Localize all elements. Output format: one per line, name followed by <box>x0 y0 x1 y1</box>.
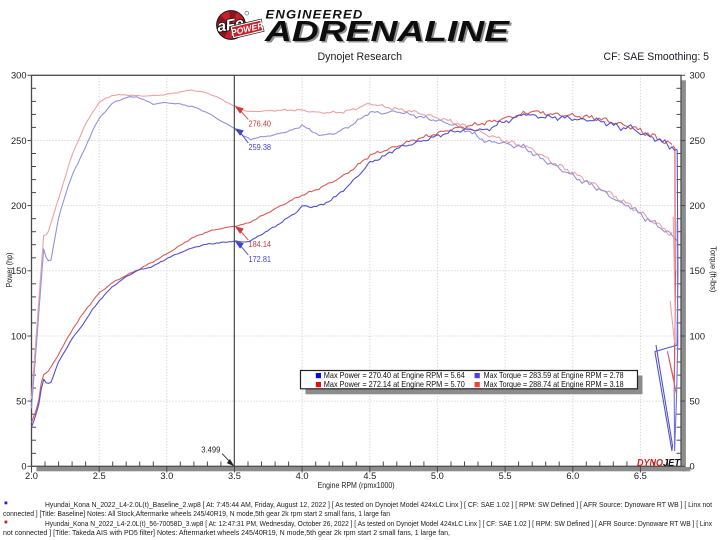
svg-text:6.0: 6.0 <box>566 471 579 481</box>
svg-text:50: 50 <box>16 396 26 406</box>
svg-text:2.0: 2.0 <box>25 471 38 481</box>
svg-text:5.0: 5.0 <box>431 471 444 481</box>
svg-text:Max Torque = 288.74 at Engine: Max Torque = 288.74 at Engine RPM = 3.18 <box>484 380 624 389</box>
svg-text:300: 300 <box>690 71 706 81</box>
svg-text:50: 50 <box>690 396 700 406</box>
svg-text:4.5: 4.5 <box>363 471 376 481</box>
svg-text:250: 250 <box>11 136 27 146</box>
svg-text:100: 100 <box>690 331 706 341</box>
svg-text:150: 150 <box>690 266 706 276</box>
svg-text:Hyundai_Kona N_2022_L4-2.0L(t): Hyundai_Kona N_2022_L4-2.0L(t)_56-70058D… <box>45 519 712 528</box>
svg-text:100: 100 <box>11 331 27 341</box>
svg-text:not connected ] [Title: Takeda: not connected ] [Title: Takeda AIS with … <box>3 528 450 537</box>
svg-text:connected ] [Title: Baseline]: connected ] [Title: Baseline] Notes: All… <box>3 509 390 518</box>
svg-text:5.5: 5.5 <box>499 471 512 481</box>
svg-text:Max Power = 272.14 at Engine R: Max Power = 272.14 at Engine RPM = 5.70 <box>324 380 465 389</box>
svg-text:6.5: 6.5 <box>634 471 647 481</box>
svg-text:0: 0 <box>21 462 26 472</box>
svg-text:172.81: 172.81 <box>249 255 272 264</box>
svg-text:200: 200 <box>11 201 27 211</box>
svg-text:Max Power = 270.40 at Engine R: Max Power = 270.40 at Engine RPM = 5.64 <box>324 371 465 380</box>
svg-text:CF: SAE Smoothing: 5: CF: SAE Smoothing: 5 <box>604 51 710 63</box>
svg-text:DYNO: DYNO <box>637 457 663 469</box>
svg-text:ADRENALINE: ADRENALINE <box>266 17 513 49</box>
svg-text:3.5: 3.5 <box>228 471 241 481</box>
svg-text:259.38: 259.38 <box>249 143 272 152</box>
svg-text:2.5: 2.5 <box>93 471 106 481</box>
svg-text:184.14: 184.14 <box>249 240 272 249</box>
svg-text:ENGINEERED: ENGINEERED <box>266 8 364 22</box>
svg-text:Torque (ft-lbs): Torque (ft-lbs) <box>709 246 718 292</box>
svg-text:276.40: 276.40 <box>249 120 272 129</box>
svg-text:Dynojet Research: Dynojet Research <box>318 51 403 63</box>
svg-text:ADRENALINE: ADRENALINE <box>264 16 511 48</box>
svg-text:4.0: 4.0 <box>296 471 309 481</box>
svg-text:3.0: 3.0 <box>160 471 173 481</box>
svg-text:Max Torque = 283.59 at Engine: Max Torque = 283.59 at Engine RPM = 2.78 <box>484 371 624 380</box>
svg-text:Hyundai_Kona N_2022_L4-2.0L(t): Hyundai_Kona N_2022_L4-2.0L(t)_Baseline_… <box>45 500 712 509</box>
svg-text:Power (hp): Power (hp) <box>5 252 14 287</box>
svg-text:200: 200 <box>690 201 706 211</box>
svg-text:250: 250 <box>690 136 706 146</box>
svg-text:300: 300 <box>11 71 27 81</box>
svg-text:0: 0 <box>690 462 695 472</box>
svg-text:3.499: 3.499 <box>201 444 220 454</box>
svg-text:JET: JET <box>663 457 681 469</box>
svg-text:Engine RPM (rpmx1000): Engine RPM (rpmx1000) <box>318 481 395 490</box>
svg-text:150: 150 <box>11 266 27 276</box>
